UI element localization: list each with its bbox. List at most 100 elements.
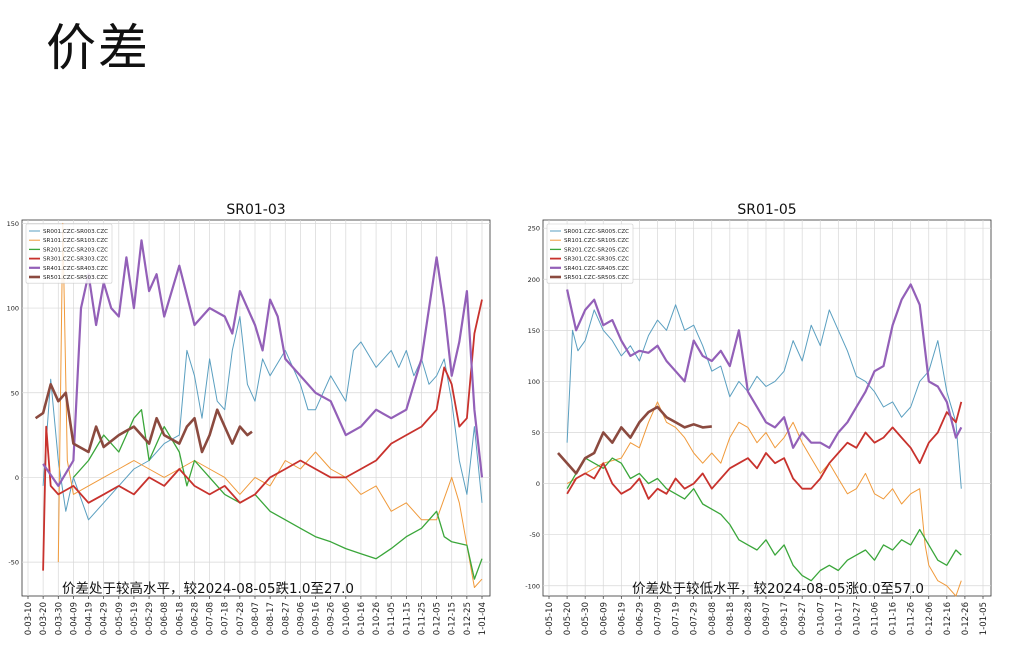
legend-entry: SR001.CZC-SR003.CZC <box>43 229 108 235</box>
series-line-6 <box>34 383 253 454</box>
x-tick-label: 0-08-18 <box>726 602 736 635</box>
x-tick-label: 0-06-08 <box>160 602 170 635</box>
x-tick-label: 0-10-26 <box>372 602 382 635</box>
x-tick-label: 0-07-28 <box>236 602 246 635</box>
x-tick-label: 0-05-10 <box>545 602 555 635</box>
x-tick-label: 0-10-06 <box>342 602 352 635</box>
x-tick-label: 0-07-08 <box>206 602 216 635</box>
x-tick-label: 0-08-08 <box>708 602 718 635</box>
legend-box <box>546 223 634 284</box>
x-tick-label: 0-06-09 <box>599 602 609 635</box>
x-tick-label: 0-07-09 <box>654 602 664 635</box>
x-tick-label: 0-12-05 <box>433 602 443 635</box>
x-tick-label: 0-12-15 <box>448 602 458 635</box>
x-tick-label: 0-12-06 <box>925 602 935 635</box>
x-tick-label: 0-11-15 <box>402 602 412 635</box>
x-tick-label: 0-12-25 <box>463 602 473 635</box>
x-tick-label: 0-04-19 <box>85 602 95 635</box>
x-tick-label: 0-05-09 <box>115 602 125 635</box>
x-tick-label: 0-09-16 <box>312 602 322 635</box>
chart-title: SR01-03 <box>226 202 285 218</box>
x-tick-label: 0-05-29 <box>145 602 155 635</box>
x-tick-label: 0-05-20 <box>563 602 573 635</box>
x-tick-label: 0-03-20 <box>39 602 49 635</box>
x-tick-label: 0-06-18 <box>175 602 185 635</box>
y-tick-label: -100 <box>525 582 540 590</box>
y-tick-label: 50 <box>532 429 540 437</box>
x-tick-label: 0-11-05 <box>387 602 397 635</box>
legend-entry: SR101.CZC-SR103.CZC <box>43 238 108 244</box>
y-tick-label: 100 <box>7 305 19 313</box>
legend-entry: SR401.CZC-SR405.CZC <box>564 266 629 272</box>
legend-entry: SR301.CZC-SR305.CZC <box>564 257 629 263</box>
y-tick-label: 0 <box>536 480 540 488</box>
x-tick-label: 0-09-27 <box>798 602 808 635</box>
y-tick-label: 150 <box>7 220 19 228</box>
x-tick-label: 0-06-29 <box>635 602 645 635</box>
x-tick-label: 0-09-06 <box>296 602 306 635</box>
legend-entry: SR001.CZC-SR005.CZC <box>564 229 629 235</box>
x-tick-label: 0-11-06 <box>871 602 881 635</box>
chart-note: 价差处于较低水平，较2024-08-05涨0.0至57.0 <box>632 581 924 597</box>
legend-entry: SR401.CZC-SR403.CZC <box>43 266 108 272</box>
series-line-5 <box>42 239 484 487</box>
x-tick-label: 0-08-28 <box>744 602 754 635</box>
legend-entry: SR201.CZC-SR203.CZC <box>43 247 108 253</box>
x-tick-label: 0-04-29 <box>100 602 110 635</box>
x-tick-label: 0-05-30 <box>581 602 591 635</box>
series-line-6 <box>557 405 712 475</box>
legend-entry: SR201.CZC-SR205.CZC <box>564 247 629 253</box>
x-tick-label: 0-03-30 <box>54 602 64 635</box>
y-tick-label: 0 <box>15 474 19 482</box>
legend-entry: SR501.CZC-SR505.CZC <box>564 275 629 281</box>
series-line-5 <box>566 283 963 449</box>
series-line-3 <box>566 457 962 582</box>
y-tick-label: 50 <box>11 389 19 397</box>
x-tick-label: 1-01-04 <box>478 602 488 635</box>
legend-entry: SR501.CZC-SR503.CZC <box>43 275 108 281</box>
x-tick-label: 0-12-16 <box>943 602 953 635</box>
page-title: 价差 <box>46 19 150 77</box>
x-tick-label: 0-04-09 <box>69 602 79 635</box>
legend-entry: SR101.CZC-SR105.CZC <box>564 238 629 244</box>
x-tick-label: 0-10-17 <box>834 602 844 635</box>
series-line-2 <box>57 222 483 588</box>
x-tick-label: 0-09-07 <box>762 602 772 635</box>
x-tick-label: 0-10-16 <box>357 602 367 635</box>
x-tick-label: 0-08-27 <box>281 602 291 635</box>
x-tick-label: 0-06-19 <box>617 602 627 635</box>
series-line-3 <box>72 409 483 580</box>
y-tick-label: 100 <box>528 378 540 386</box>
x-tick-label: 0-10-07 <box>816 602 826 635</box>
x-tick-label: 0-11-16 <box>889 602 899 635</box>
x-tick-label: 0-08-17 <box>266 602 276 635</box>
y-tick-label: 200 <box>528 276 540 284</box>
x-tick-label: 0-11-26 <box>907 602 917 635</box>
chart-note: 价差处于较高水平，较2024-08-05跌1.0至27.0 <box>62 580 354 597</box>
series-line-1 <box>566 304 962 489</box>
series-line-4 <box>42 299 483 571</box>
x-tick-label: 0-07-19 <box>672 602 682 635</box>
series-line-1 <box>42 316 483 521</box>
y-tick-label: -50 <box>529 531 540 539</box>
chart-sr01-05: 0-05-10 0-05-20 0-05-30 0-06-09 0-06-19 0-06-… <box>525 202 992 635</box>
y-tick-label: -50 <box>8 559 19 567</box>
x-tick-label: 0-10-27 <box>852 602 862 635</box>
x-tick-label: 0-08-07 <box>251 602 261 635</box>
x-tick-label: 1-01-05 <box>979 602 989 635</box>
chart-title: SR01-05 <box>737 202 796 218</box>
x-tick-label: 0-07-29 <box>690 602 700 635</box>
x-tick-label: 0-03-10 <box>24 602 34 635</box>
y-tick-label: 150 <box>528 327 540 335</box>
y-tick-label: 250 <box>528 225 540 233</box>
x-tick-label: 0-12-26 <box>961 602 971 635</box>
x-tick-label: 0-09-17 <box>780 602 790 635</box>
chart-sr01-03: 0-03-10 0-03-20 0-03-30 0-04-09 0-04-19 0-04-… <box>7 202 491 635</box>
x-tick-label: 0-11-25 <box>417 602 427 635</box>
x-tick-label: 0-06-28 <box>190 602 200 635</box>
legend-box <box>25 223 113 284</box>
legend-entry: SR301.CZC-SR303.CZC <box>43 257 108 263</box>
x-tick-label: 0-09-26 <box>327 602 337 635</box>
series-line-2 <box>566 401 962 597</box>
